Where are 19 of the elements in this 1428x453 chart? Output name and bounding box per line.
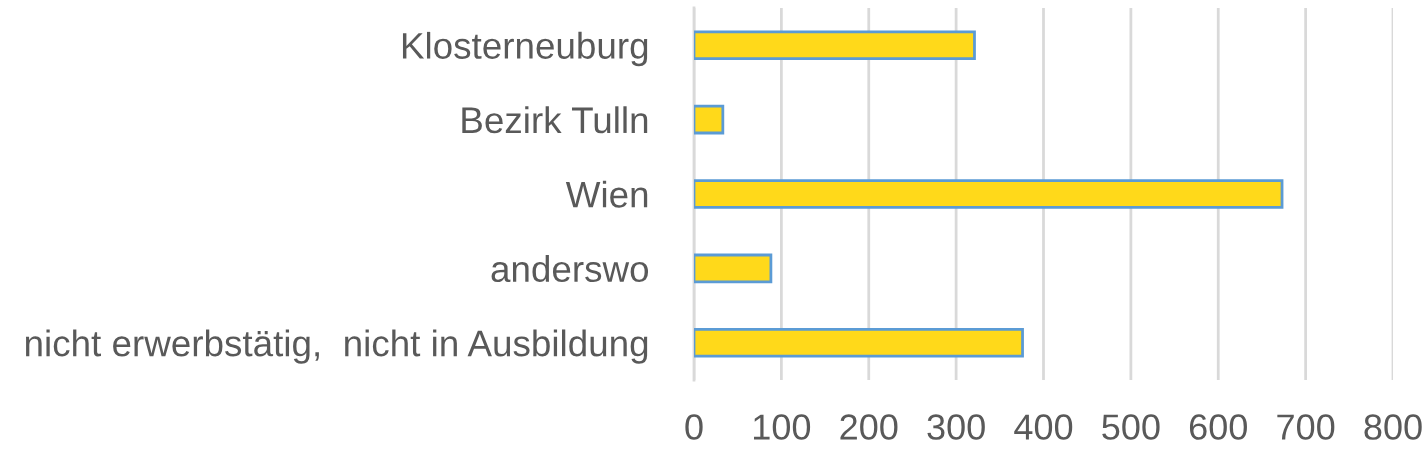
x-tick-label: 400 bbox=[1014, 414, 1073, 440]
x-tick-label: 600 bbox=[1189, 414, 1247, 440]
x-tick-label: 300 bbox=[927, 414, 985, 440]
x-tick-label: 500 bbox=[1102, 414, 1160, 440]
y-tick-label: Klosterneuburg bbox=[402, 31, 648, 67]
y-tick-label: anderswo bbox=[491, 255, 649, 283]
y-tick-label: nicht erwerbstätig, nicht in Ausbildung bbox=[25, 329, 648, 364]
x-tick-label: 0 bbox=[685, 414, 703, 440]
y-tick-label: Wien bbox=[565, 180, 648, 208]
bar bbox=[694, 328, 1024, 358]
bar bbox=[694, 253, 773, 284]
bar bbox=[694, 104, 725, 135]
x-tick-label: 700 bbox=[1277, 414, 1335, 440]
y-tick-label: Bezirk Tulln bbox=[462, 106, 648, 134]
x-tick-label: 100 bbox=[754, 414, 811, 440]
bar bbox=[694, 179, 1284, 209]
bar bbox=[694, 30, 976, 60]
x-tick-label: 800 bbox=[1364, 414, 1422, 440]
x-tick-label: 200 bbox=[840, 414, 898, 440]
